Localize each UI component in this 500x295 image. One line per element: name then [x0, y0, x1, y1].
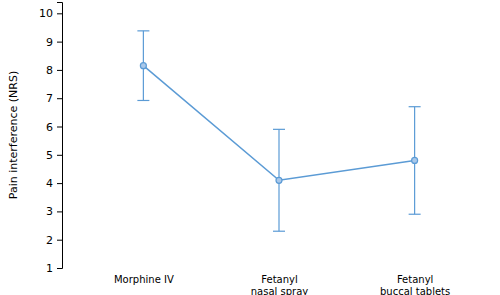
y-tick: 1: [46, 262, 62, 275]
y-axis-line: [57, 3, 63, 269]
x-tick-label-line: Fetanyl: [397, 274, 433, 285]
y-tick-mark: [57, 268, 62, 269]
y-tick-mark: [57, 98, 62, 99]
y-axis-title: Pain interference (NRS): [7, 71, 20, 199]
y-tick-mark: [57, 211, 62, 212]
y-tick-label: 1: [46, 262, 53, 275]
x-axis: Morphine IVFetanylnasal sprayFetanylbucc…: [114, 268, 450, 295]
y-tick: 8: [46, 64, 62, 77]
y-tick-mark: [57, 42, 62, 43]
y-tick-label: 3: [46, 205, 53, 218]
error-bar: [273, 129, 285, 231]
y-tick-label: 9: [46, 36, 53, 49]
y-tick-mark: [57, 13, 62, 14]
y-tick: 2: [46, 234, 62, 247]
y-tick-label: 2: [46, 234, 53, 247]
y-tick: 4: [46, 177, 62, 190]
y-tick-label: 7: [46, 92, 53, 105]
y-tick-mark: [57, 70, 62, 71]
error-bar: [409, 107, 421, 215]
x-tick-label: Fetanylbuccal tablets: [380, 274, 450, 295]
error-bar-segment: [409, 106, 421, 107]
y-tick-mark: [57, 240, 62, 241]
x-tick-label: Morphine IV: [114, 274, 174, 285]
x-tick-label-line: Morphine IV: [114, 274, 174, 285]
y-axis: 1 2 3 4 5 6 7 8 9 10: [39, 3, 63, 276]
x-tick-label-line: buccal tablets: [380, 286, 450, 295]
x-tick: Fetanylbuccal tablets: [380, 268, 450, 295]
x-tick-label: Fetanylnasal spray: [251, 274, 309, 295]
y-tick-label: 6: [46, 121, 53, 134]
y-tick-label: 4: [46, 177, 53, 190]
plot: 12345678910Morphine IVFetanylnasal spray…: [39, 3, 450, 295]
error-bar-segment: [273, 231, 285, 232]
error-bar-segment: [137, 30, 149, 31]
error-bar-segment: [409, 214, 421, 215]
x-tick: Morphine IV: [114, 268, 174, 285]
y-tick: 9: [46, 36, 62, 49]
y-tick: 10: [39, 7, 62, 20]
marks: [137, 31, 420, 231]
error-bar: [137, 31, 149, 101]
y-tick-mark: [57, 127, 62, 128]
error-bar-segment: [273, 129, 285, 130]
x-tick-label-line: nasal spray: [251, 286, 309, 295]
y-tick-label: 10: [39, 7, 53, 20]
y-tick: 5: [46, 149, 62, 162]
chart: 12345678910Morphine IVFetanylnasal spray…: [0, 0, 500, 295]
y-tick: 3: [46, 205, 62, 218]
y-tick-label: 5: [46, 149, 53, 162]
y-tick: 6: [46, 121, 62, 134]
y-tick-label: 8: [46, 64, 53, 77]
point: [140, 63, 146, 69]
error-bar-segment: [137, 100, 149, 101]
y-tick: 7: [46, 92, 62, 105]
x-tick-label-line: Fetanyl: [261, 274, 297, 285]
x-tick: Fetanylnasal spray: [251, 268, 309, 295]
y-tick-mark: [57, 183, 62, 184]
point: [412, 157, 418, 163]
y-tick-mark: [57, 155, 62, 156]
point: [276, 177, 282, 183]
